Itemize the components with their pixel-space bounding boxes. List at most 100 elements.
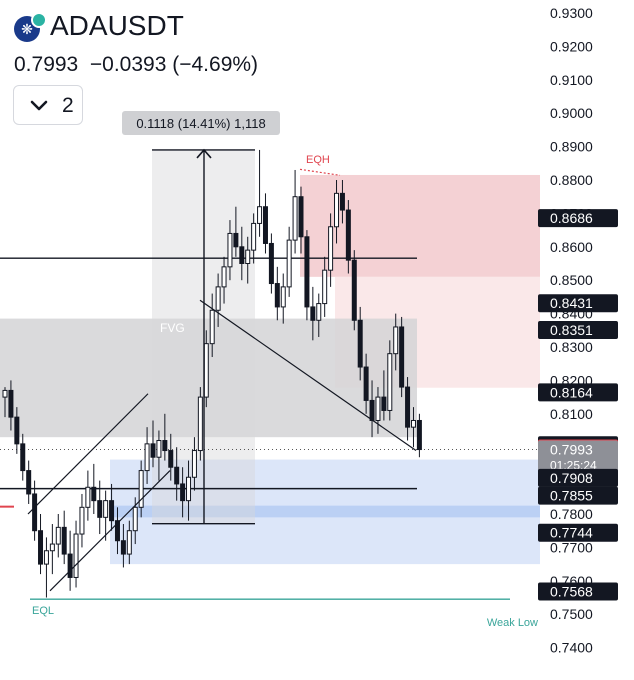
candle-body	[73, 533, 79, 578]
candle-body	[174, 466, 180, 485]
price-label: 0.8164	[550, 384, 593, 400]
candle-body	[215, 286, 221, 311]
candle-body	[26, 470, 32, 495]
candle-body	[38, 530, 44, 565]
candle-body	[304, 236, 310, 308]
candle-body	[186, 476, 192, 502]
candle-body	[298, 196, 304, 238]
price-labels-layer: 0.86860.84310.83510.81640.80060.79960.79…	[538, 209, 618, 601]
candle-body	[221, 266, 227, 288]
trend-line	[199, 299, 417, 452]
candle-body	[393, 326, 399, 355]
candle-body	[79, 506, 85, 535]
candle-body	[328, 226, 334, 271]
price-label: 0.7744	[550, 525, 593, 541]
candle-body	[20, 443, 26, 472]
candles-layer	[2, 149, 422, 598]
price-change: −0.0393	[89, 53, 167, 76]
weak-low-label: Weak Low	[487, 617, 538, 629]
candle-body	[85, 486, 91, 508]
candle-body	[257, 206, 263, 224]
price-label: 0.7993	[550, 442, 593, 458]
zones-layer	[0, 149, 540, 565]
candle-body	[274, 283, 280, 308]
price-label-box	[538, 486, 618, 505]
candle-body	[180, 483, 186, 502]
candle-body	[138, 470, 144, 508]
candle-body	[168, 450, 174, 468]
candle-body	[8, 389, 14, 418]
candle-body	[369, 399, 375, 421]
candle-body	[14, 416, 20, 445]
exchange-badge-icon	[31, 12, 47, 28]
candle-body	[410, 419, 416, 428]
candle-body	[357, 319, 363, 368]
eql-label: EQL	[32, 605, 54, 617]
candle-body	[262, 206, 268, 244]
price-label-box	[538, 294, 618, 313]
price-label-box	[538, 440, 618, 475]
candle-body	[363, 366, 369, 401]
channel-lower-line	[49, 470, 171, 592]
measure-arrow-icon	[196, 148, 212, 159]
price-label: 0.7908	[550, 470, 593, 486]
candle-body	[61, 526, 67, 555]
price-label: 0.8351	[550, 322, 593, 338]
axis-tick-label: 0.8500	[550, 272, 593, 288]
price-label-box	[538, 320, 618, 339]
price-label: 0.8431	[550, 295, 593, 311]
price-label: 0.7568	[550, 583, 593, 599]
candle-body	[2, 389, 8, 398]
candle-body	[209, 309, 215, 345]
candle-body	[268, 242, 274, 285]
candle-body	[120, 540, 126, 555]
candle-body	[381, 396, 387, 411]
candle-body	[322, 269, 328, 305]
indicators-collapse-button[interactable]: 2	[13, 85, 83, 125]
candle-body	[292, 196, 298, 241]
candle-body	[126, 530, 132, 555]
candle-body	[132, 506, 138, 532]
candle-body	[191, 450, 197, 478]
axis-tick-label: 0.7400	[550, 640, 593, 656]
measure-label-box	[122, 111, 280, 135]
price-label-box	[538, 468, 618, 487]
price-label-box	[538, 209, 618, 228]
candle-body	[227, 232, 233, 268]
fvg-label: FVG	[160, 321, 185, 335]
candle-body	[251, 222, 257, 251]
candle-body	[150, 443, 156, 458]
candle-body	[203, 343, 209, 398]
price-change-percent: (−4.69%)	[172, 53, 259, 76]
indicators-count: 2	[62, 94, 74, 117]
last-price: 0.7993	[14, 53, 79, 76]
candle-body	[144, 443, 150, 472]
price-label-box	[538, 383, 618, 402]
candle-body	[233, 232, 239, 248]
axis-tick-label: 0.9100	[550, 72, 593, 88]
price-label: 0.7855	[550, 488, 593, 504]
eqh-label: EQH	[306, 154, 330, 166]
axis-tick-label: 0.7700	[550, 539, 593, 555]
candle-body	[280, 286, 286, 308]
candle-body	[310, 306, 316, 321]
axis-tick-label: 0.8600	[550, 239, 593, 255]
candle-body	[245, 249, 251, 264]
measure-label: 0.1118 (14.41%) 1,118	[136, 116, 265, 131]
symbol-name[interactable]: ADAUSDT	[50, 10, 184, 41]
candle-body	[156, 440, 162, 458]
candle-body	[339, 192, 345, 211]
axis-tick-label: 0.9300	[550, 5, 593, 21]
candle-body	[405, 386, 411, 428]
candle-body	[416, 419, 422, 451]
axis-tick-label: 0.7800	[550, 506, 593, 522]
candle-body	[399, 326, 405, 388]
candle-body	[114, 520, 120, 542]
candle-body	[43, 550, 49, 565]
candle-body	[55, 526, 61, 545]
price-label: 0.8686	[550, 210, 593, 226]
price-label-box	[538, 523, 618, 542]
eqh-line	[299, 168, 341, 176]
candle-body	[103, 500, 109, 518]
